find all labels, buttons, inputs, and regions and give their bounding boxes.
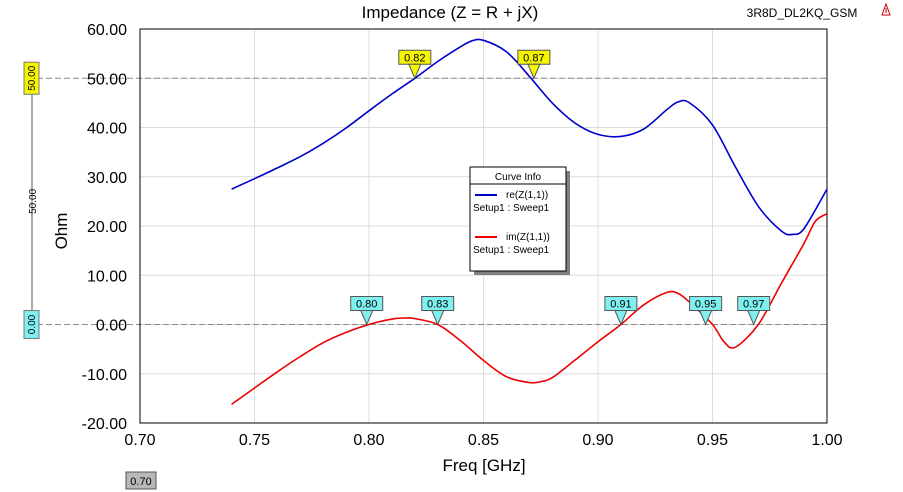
design-name: 3R8D_DL2KQ_GSM (747, 6, 858, 20)
gauge-tag-0[interactable] (23, 310, 40, 339)
x-axis-label: Freq [GHz] (442, 456, 525, 475)
marker-label: 0.91 (610, 299, 631, 311)
gauge-tag-label: 0.00 (27, 314, 38, 334)
marker-label: 0.87 (523, 52, 544, 64)
y-axis-label: Ohm (52, 213, 71, 250)
x-tick-label: 0.80 (353, 432, 384, 449)
series-line-im (231, 212, 828, 405)
plot-area (139, 28, 828, 424)
gauge-span-label: 50.00 (28, 188, 39, 213)
y-axis-ticks: -20.00 -10.00 0.00 10.00 20.00 30.00 40.00 50.0… (82, 22, 127, 433)
marker-pointer (408, 63, 422, 80)
chart-title: Impedance (Z = R + jX) (362, 3, 539, 22)
x-axis-ticks: 0.70 0.75 0.80 0.85 0.90 0.95 1.00 (124, 432, 842, 449)
legend-entry-re-setup: Setup1 : Sweep1 (473, 203, 550, 214)
marker-pointer (698, 310, 713, 326)
marker-0-83[interactable]: 0.83 (421, 296, 455, 326)
y-tick-label: 40.00 (87, 121, 127, 138)
marker-0-87[interactable]: 0.87 (517, 49, 551, 80)
y-tick-label: 60.00 (87, 22, 127, 39)
marker-label: 0.95 (695, 299, 716, 311)
legend-entry-im-name: im(Z(1,1)) (506, 232, 550, 243)
x-tick-label: 0.90 (582, 432, 613, 449)
legend-title: Curve Info (495, 172, 542, 183)
x-cursor-tag-label: 0.70 (130, 476, 151, 488)
legend-entry-im-setup: Setup1 : Sweep1 (473, 245, 550, 256)
y-tick-label: 10.00 (87, 268, 127, 285)
x-tick-label: 1.00 (811, 432, 842, 449)
marker-label: 0.80 (356, 299, 377, 311)
x-tick-label: 0.95 (697, 432, 728, 449)
marker-pointer (359, 310, 374, 326)
marker-0-91[interactable]: 0.91 (604, 296, 638, 326)
gauge-tag-50[interactable] (23, 61, 40, 95)
marker-0-80[interactable]: 0.80 (350, 296, 384, 326)
reference-lines (28, 77, 827, 325)
series (231, 38, 828, 405)
legend[interactable]: Curve Info re(Z(1,1)) Setup1 : Sweep1 im… (469, 166, 570, 275)
marker-0-95[interactable]: 0.95 (689, 296, 723, 326)
y-tick-label: 20.00 (87, 219, 127, 236)
series-line-re (231, 38, 828, 236)
marker-label: 0.83 (427, 299, 448, 311)
y-tick-label: 0.00 (96, 318, 127, 335)
marker-0-82[interactable]: 0.82 (398, 49, 432, 80)
y-tick-label: -20.00 (82, 416, 127, 433)
marker-pointer (527, 63, 541, 80)
x-tick-label: 0.75 (239, 432, 270, 449)
marker-0-97[interactable]: 0.97 (737, 296, 771, 326)
y-tick-label: 30.00 (87, 170, 127, 187)
marker-pointer (430, 310, 445, 326)
marker-pointer (614, 310, 628, 326)
x-cursor-tag[interactable] (125, 471, 157, 490)
gauge-tag-label: 50.00 (27, 65, 38, 90)
y-tick-label: -10.00 (82, 367, 127, 384)
x-tick-label: 0.85 (468, 432, 499, 449)
data-markers: 0.82 0.87 0.80 0.83 0.91 0.95 0.97 (350, 49, 771, 326)
legend-entry-re-name: re(Z(1,1)) (506, 190, 548, 201)
x-tick-label: 0.70 (124, 432, 155, 449)
reference-gauge: 50.00 50.00 0.00 (23, 61, 40, 339)
marker-label: 0.97 (743, 299, 764, 311)
marker-label: 0.82 (404, 52, 425, 64)
y-tick-label: 50.00 (87, 71, 127, 88)
marker-pointer (746, 310, 761, 326)
